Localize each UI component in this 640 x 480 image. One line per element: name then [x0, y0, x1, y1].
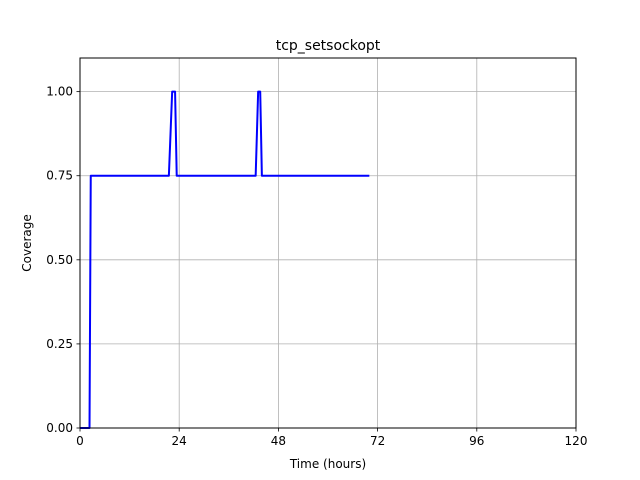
y-axis: 0.00 0.25 0.50 0.75 1.00	[46, 85, 80, 435]
y-axis-label: Coverage	[20, 214, 34, 272]
x-tick-label: 120	[565, 434, 588, 448]
y-tick-label: 0.00	[46, 421, 73, 435]
x-tick-label: 48	[271, 434, 286, 448]
y-tick-label: 0.50	[46, 253, 73, 267]
series-group	[80, 90, 370, 429]
x-tick-label: 0	[76, 434, 84, 448]
x-tick-label: 72	[370, 434, 385, 448]
y-tick-label: 0.25	[46, 337, 73, 351]
x-tick-label: 96	[469, 434, 484, 448]
y-tick-label: 1.00	[46, 85, 73, 99]
x-axis: 0 24 48 72 96 120	[76, 428, 587, 448]
plot-frame	[79, 57, 577, 429]
y-tick-label: 0.75	[46, 169, 73, 183]
x-axis-label: Time (hours)	[289, 457, 366, 471]
x-tick-label: 24	[172, 434, 187, 448]
coverage-series-line	[80, 90, 370, 429]
chart-title: tcp_setsockopt	[276, 38, 381, 54]
